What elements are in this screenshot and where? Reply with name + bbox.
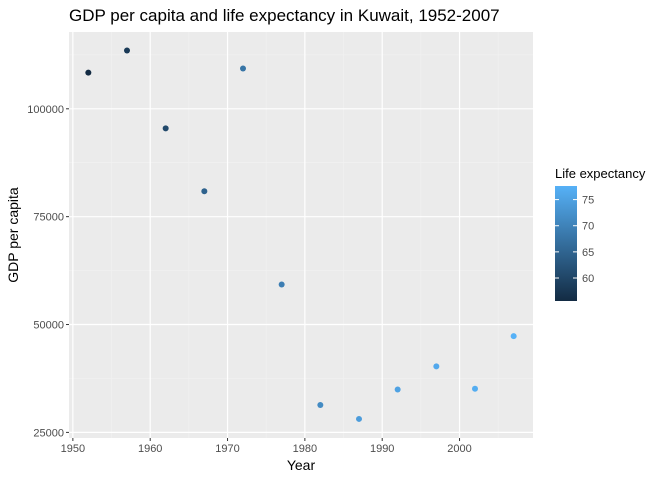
y-axis: 25000 50000 75000 100000: [27, 104, 69, 439]
x-tick-label: 1980: [293, 443, 317, 455]
data-point: [433, 363, 440, 370]
data-point: [201, 188, 208, 195]
x-tick-label: 2000: [447, 443, 471, 455]
data-point: [356, 415, 362, 422]
y-tick-label: 50000: [33, 320, 64, 332]
chart-title: GDP per capita and life expectancy in Ku…: [69, 6, 500, 25]
data-point: [317, 401, 324, 408]
legend-tick-label: 70: [582, 221, 594, 233]
y-axis-title: GDP per capita: [5, 187, 21, 283]
data-point: [472, 385, 478, 392]
data-point: [240, 65, 246, 72]
legend-tick-label: 75: [582, 195, 594, 207]
y-tick-label: 100000: [27, 104, 64, 116]
legend-ticks: 60 65 70 75: [555, 195, 594, 285]
data-point: [278, 281, 285, 288]
plot-panel: [69, 32, 533, 438]
data-point: [162, 125, 169, 132]
legend-colorbar: [555, 186, 577, 301]
data-point: [510, 333, 517, 340]
y-tick-label: 75000: [33, 212, 64, 224]
grid-minor: [69, 32, 533, 438]
legend-tick-label: 60: [582, 273, 594, 285]
x-axis-title: Year: [287, 457, 316, 473]
y-tick-label: 25000: [33, 427, 64, 439]
x-tick-label: 1960: [138, 443, 162, 455]
legend-title: Life expectancy: [555, 166, 646, 181]
data-point: [394, 386, 401, 393]
grid-major: [69, 32, 533, 438]
data-points: [85, 47, 517, 422]
x-axis: 1950 1960 1970 1980 1990 2000: [61, 438, 472, 455]
data-point: [85, 69, 92, 76]
x-tick-label: 1950: [61, 443, 85, 455]
legend-tick-label: 65: [582, 247, 594, 259]
data-point: [124, 47, 130, 54]
x-tick-label: 1990: [370, 443, 394, 455]
x-tick-label: 1970: [215, 443, 239, 455]
